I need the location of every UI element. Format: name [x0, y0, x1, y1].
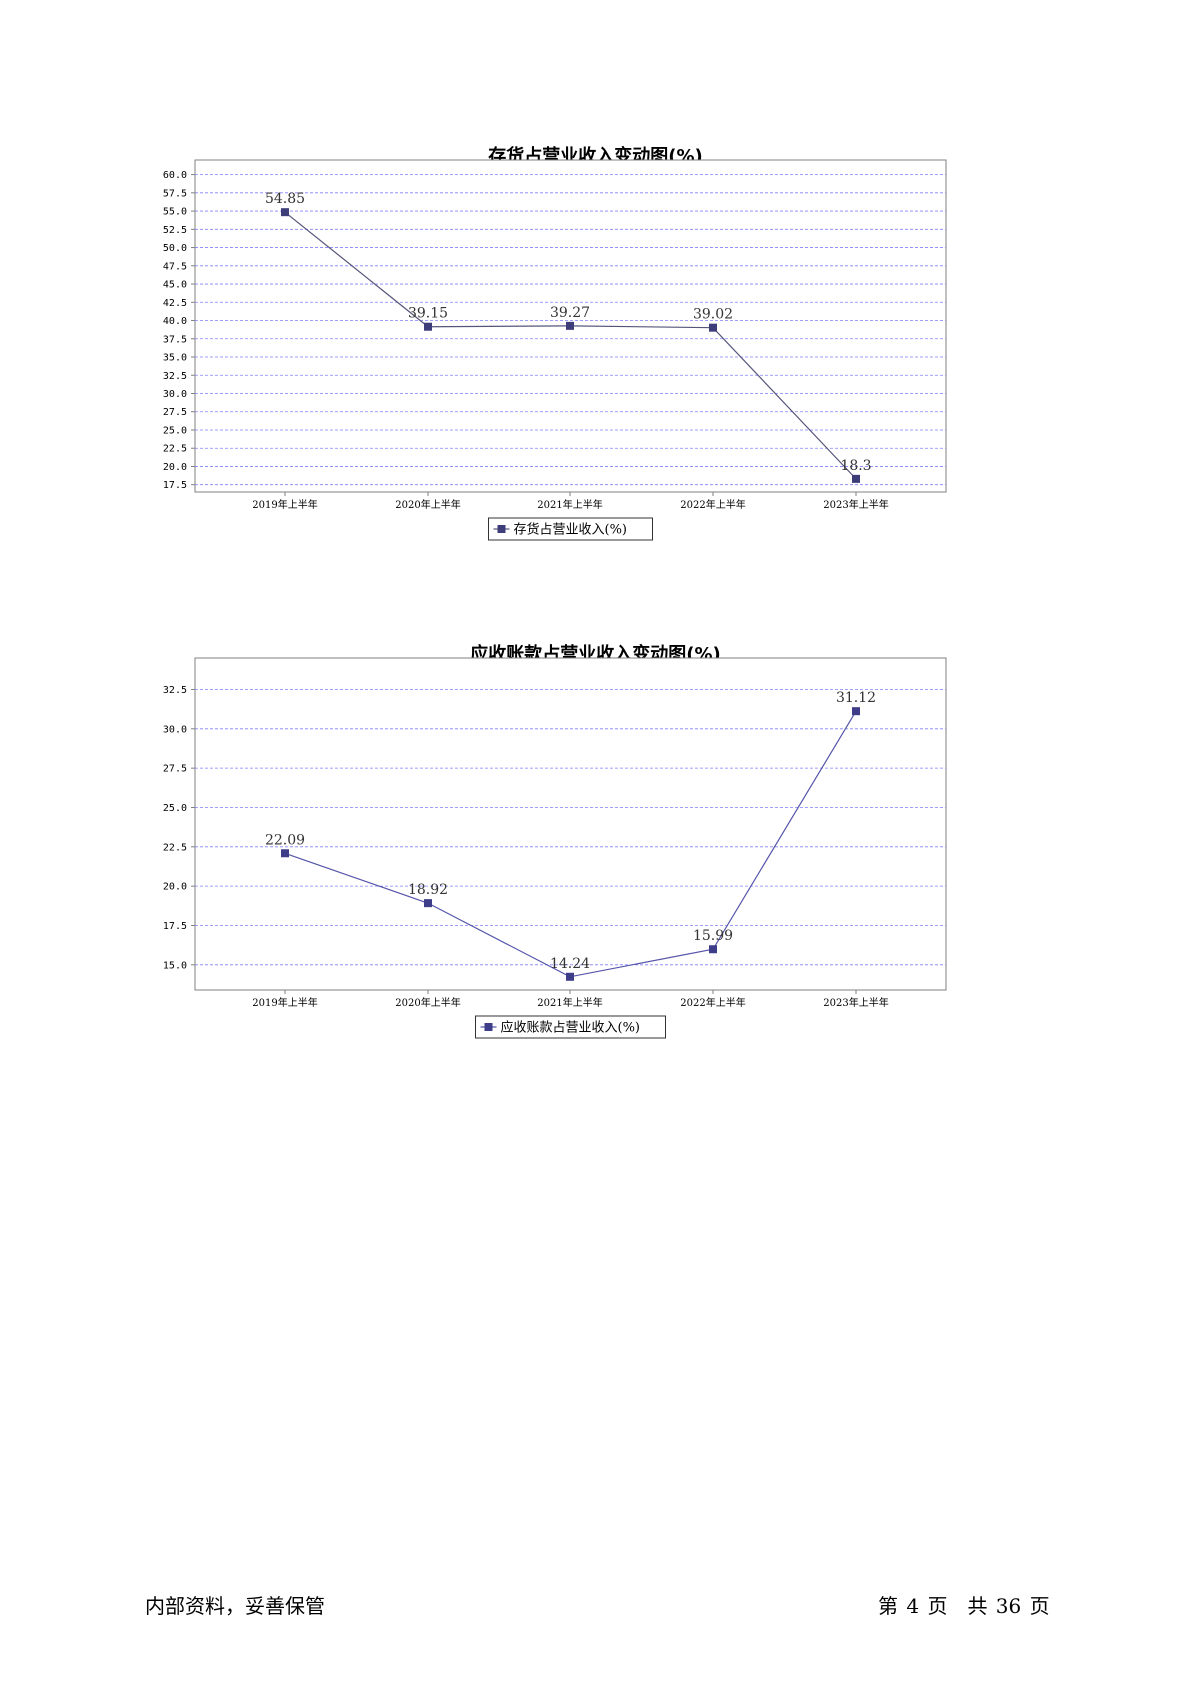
inventory-chart: 存货占营业收入变动图(%) 17.5 20.0 22.5 25.0 27.5 30.0 32…: [0, 130, 1191, 600]
y-tick-label: 22.5: [163, 842, 187, 853]
data-label: 18.3: [840, 458, 871, 474]
data-label: 15.99: [693, 928, 733, 944]
x-tick-label: 2023年上半年: [823, 498, 888, 511]
x-tick-label: 2019年上半年: [252, 498, 317, 511]
legend-box: [488, 517, 653, 541]
y-tick-label: 32.5: [163, 685, 187, 696]
x-tick-label: 2022年上半年: [680, 498, 745, 511]
data-label: 39.15: [408, 306, 448, 322]
inventory-plot: 17.5 20.0 22.5 25.0 27.5 30.0 32.5 35.0 37.5 40.0…: [163, 159, 947, 541]
y-tick-label: 27.5: [163, 764, 187, 775]
data-point: [424, 899, 432, 908]
y-tick-label: 60.0: [163, 170, 187, 181]
x-tick-label: 2020年上半年: [395, 996, 460, 1009]
y-tick-label: 47.5: [163, 261, 187, 272]
y-tick-label: 52.5: [163, 225, 187, 236]
y-tick-label: 37.5: [163, 334, 187, 345]
data-point: [852, 707, 860, 716]
receivables-chart: 应收账款占营业收入变动图(%) 15.0 17.5 20.0 22.5 25.0 27.5…: [0, 628, 1191, 1098]
y-tick-label: 42.5: [163, 298, 187, 309]
x-tick-label: 2020年上半年: [395, 498, 460, 511]
x-tick-label: 2022年上半年: [680, 996, 745, 1009]
data-point: [281, 849, 289, 858]
x-tick-label: 2019年上半年: [252, 996, 317, 1009]
y-tick-label: 25.0: [163, 425, 187, 436]
data-label: 22.09: [265, 832, 305, 848]
footer-page-number: 第 4 页 共 36 页: [878, 1594, 1050, 1618]
receivables-plot: 15.0 17.5 20.0 22.5 25.0 27.5 30.0 32.5 2019年上半年…: [163, 657, 947, 1039]
legend-label: 应收账款占营业收入(%): [501, 1020, 641, 1036]
data-point: [709, 323, 717, 332]
data-label: 54.85: [265, 191, 305, 207]
data-label: 18.92: [408, 882, 448, 898]
y-tick-label: 17.5: [163, 480, 187, 491]
y-tick-label: 57.5: [163, 188, 187, 199]
y-tick-label: 27.5: [163, 407, 187, 418]
y-tick-label: 55.0: [163, 207, 187, 218]
y-tick-label: 50.0: [163, 243, 187, 254]
data-label: 31.12: [836, 690, 876, 706]
data-label: 14.24: [550, 956, 590, 972]
y-tick-label: 32.5: [163, 371, 187, 382]
y-tick-label: 20.0: [163, 462, 187, 473]
legend-label: 存货占营业收入(%): [514, 522, 628, 538]
legend: 存货占营业收入(%): [488, 517, 653, 541]
y-tick-label: 25.0: [163, 803, 187, 814]
y-tick-label: 22.5: [163, 444, 187, 455]
data-label: 39.27: [550, 305, 590, 321]
data-point: [709, 945, 717, 954]
y-tick-label: 40.0: [163, 316, 187, 327]
data-label: 39.02: [693, 307, 733, 323]
y-tick-label: 35.0: [163, 353, 187, 364]
x-tick-label: 2023年上半年: [823, 996, 888, 1009]
x-tick-label: 2021年上半年: [537, 996, 602, 1009]
y-tick-label: 30.0: [163, 724, 187, 735]
data-point: [424, 322, 432, 331]
data-point: [566, 972, 574, 981]
data-point: [281, 208, 289, 217]
legend-box: [475, 1015, 666, 1039]
y-tick-label: 20.0: [163, 882, 187, 893]
y-tick-label: 30.0: [163, 389, 187, 400]
legend-marker-swatch: [484, 1023, 493, 1031]
legend-marker-swatch: [497, 525, 506, 533]
y-tick-label: 15.0: [163, 960, 187, 971]
footer-confidential-note: 内部资料，妥善保管: [145, 1594, 325, 1618]
data-point: [566, 321, 574, 330]
data-point: [852, 474, 860, 483]
x-tick-label: 2021年上半年: [537, 498, 602, 511]
y-tick-label: 45.0: [163, 280, 187, 291]
plot-frame: [194, 657, 947, 991]
y-tick-label: 17.5: [163, 921, 187, 932]
legend: 应收账款占营业收入(%): [475, 1015, 666, 1039]
